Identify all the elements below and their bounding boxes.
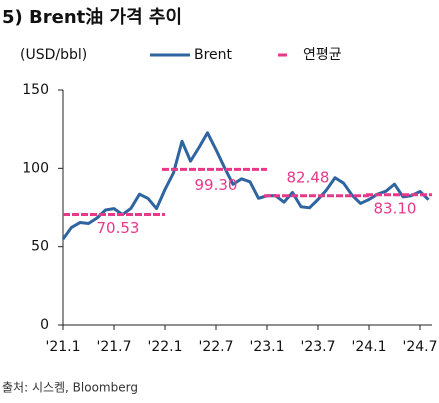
x-tick-label: '21.7 bbox=[96, 339, 131, 355]
average-label: 82.48 bbox=[287, 168, 330, 186]
x-tick-label: '24.1 bbox=[351, 339, 386, 355]
average-label: 70.53 bbox=[97, 219, 140, 237]
y-tick-label: 50 bbox=[31, 239, 49, 255]
average-label: 83.10 bbox=[374, 199, 417, 217]
unit-label: (USD/bbl) bbox=[20, 47, 87, 63]
source: 출처: 시스켐, Bloomberg bbox=[2, 381, 138, 395]
legend-label: 연평균 bbox=[303, 47, 342, 63]
x-tick-label: '23.1 bbox=[249, 339, 284, 355]
x-tick-label: '24.7 bbox=[402, 339, 437, 355]
x-tick-label: '22.1 bbox=[147, 339, 182, 355]
chart-title: 5) Brent油 가격 추이 bbox=[2, 6, 182, 28]
legend-label: Brent bbox=[194, 47, 233, 63]
x-tick-label: '22.7 bbox=[198, 339, 233, 355]
y-tick-label: 0 bbox=[40, 317, 49, 333]
x-tick-label: '23.7 bbox=[300, 339, 335, 355]
y-tick-label: 100 bbox=[22, 160, 49, 176]
y-tick-label: 150 bbox=[22, 82, 49, 98]
average-label: 99.30 bbox=[195, 176, 238, 194]
x-tick-label: '21.1 bbox=[45, 339, 80, 355]
